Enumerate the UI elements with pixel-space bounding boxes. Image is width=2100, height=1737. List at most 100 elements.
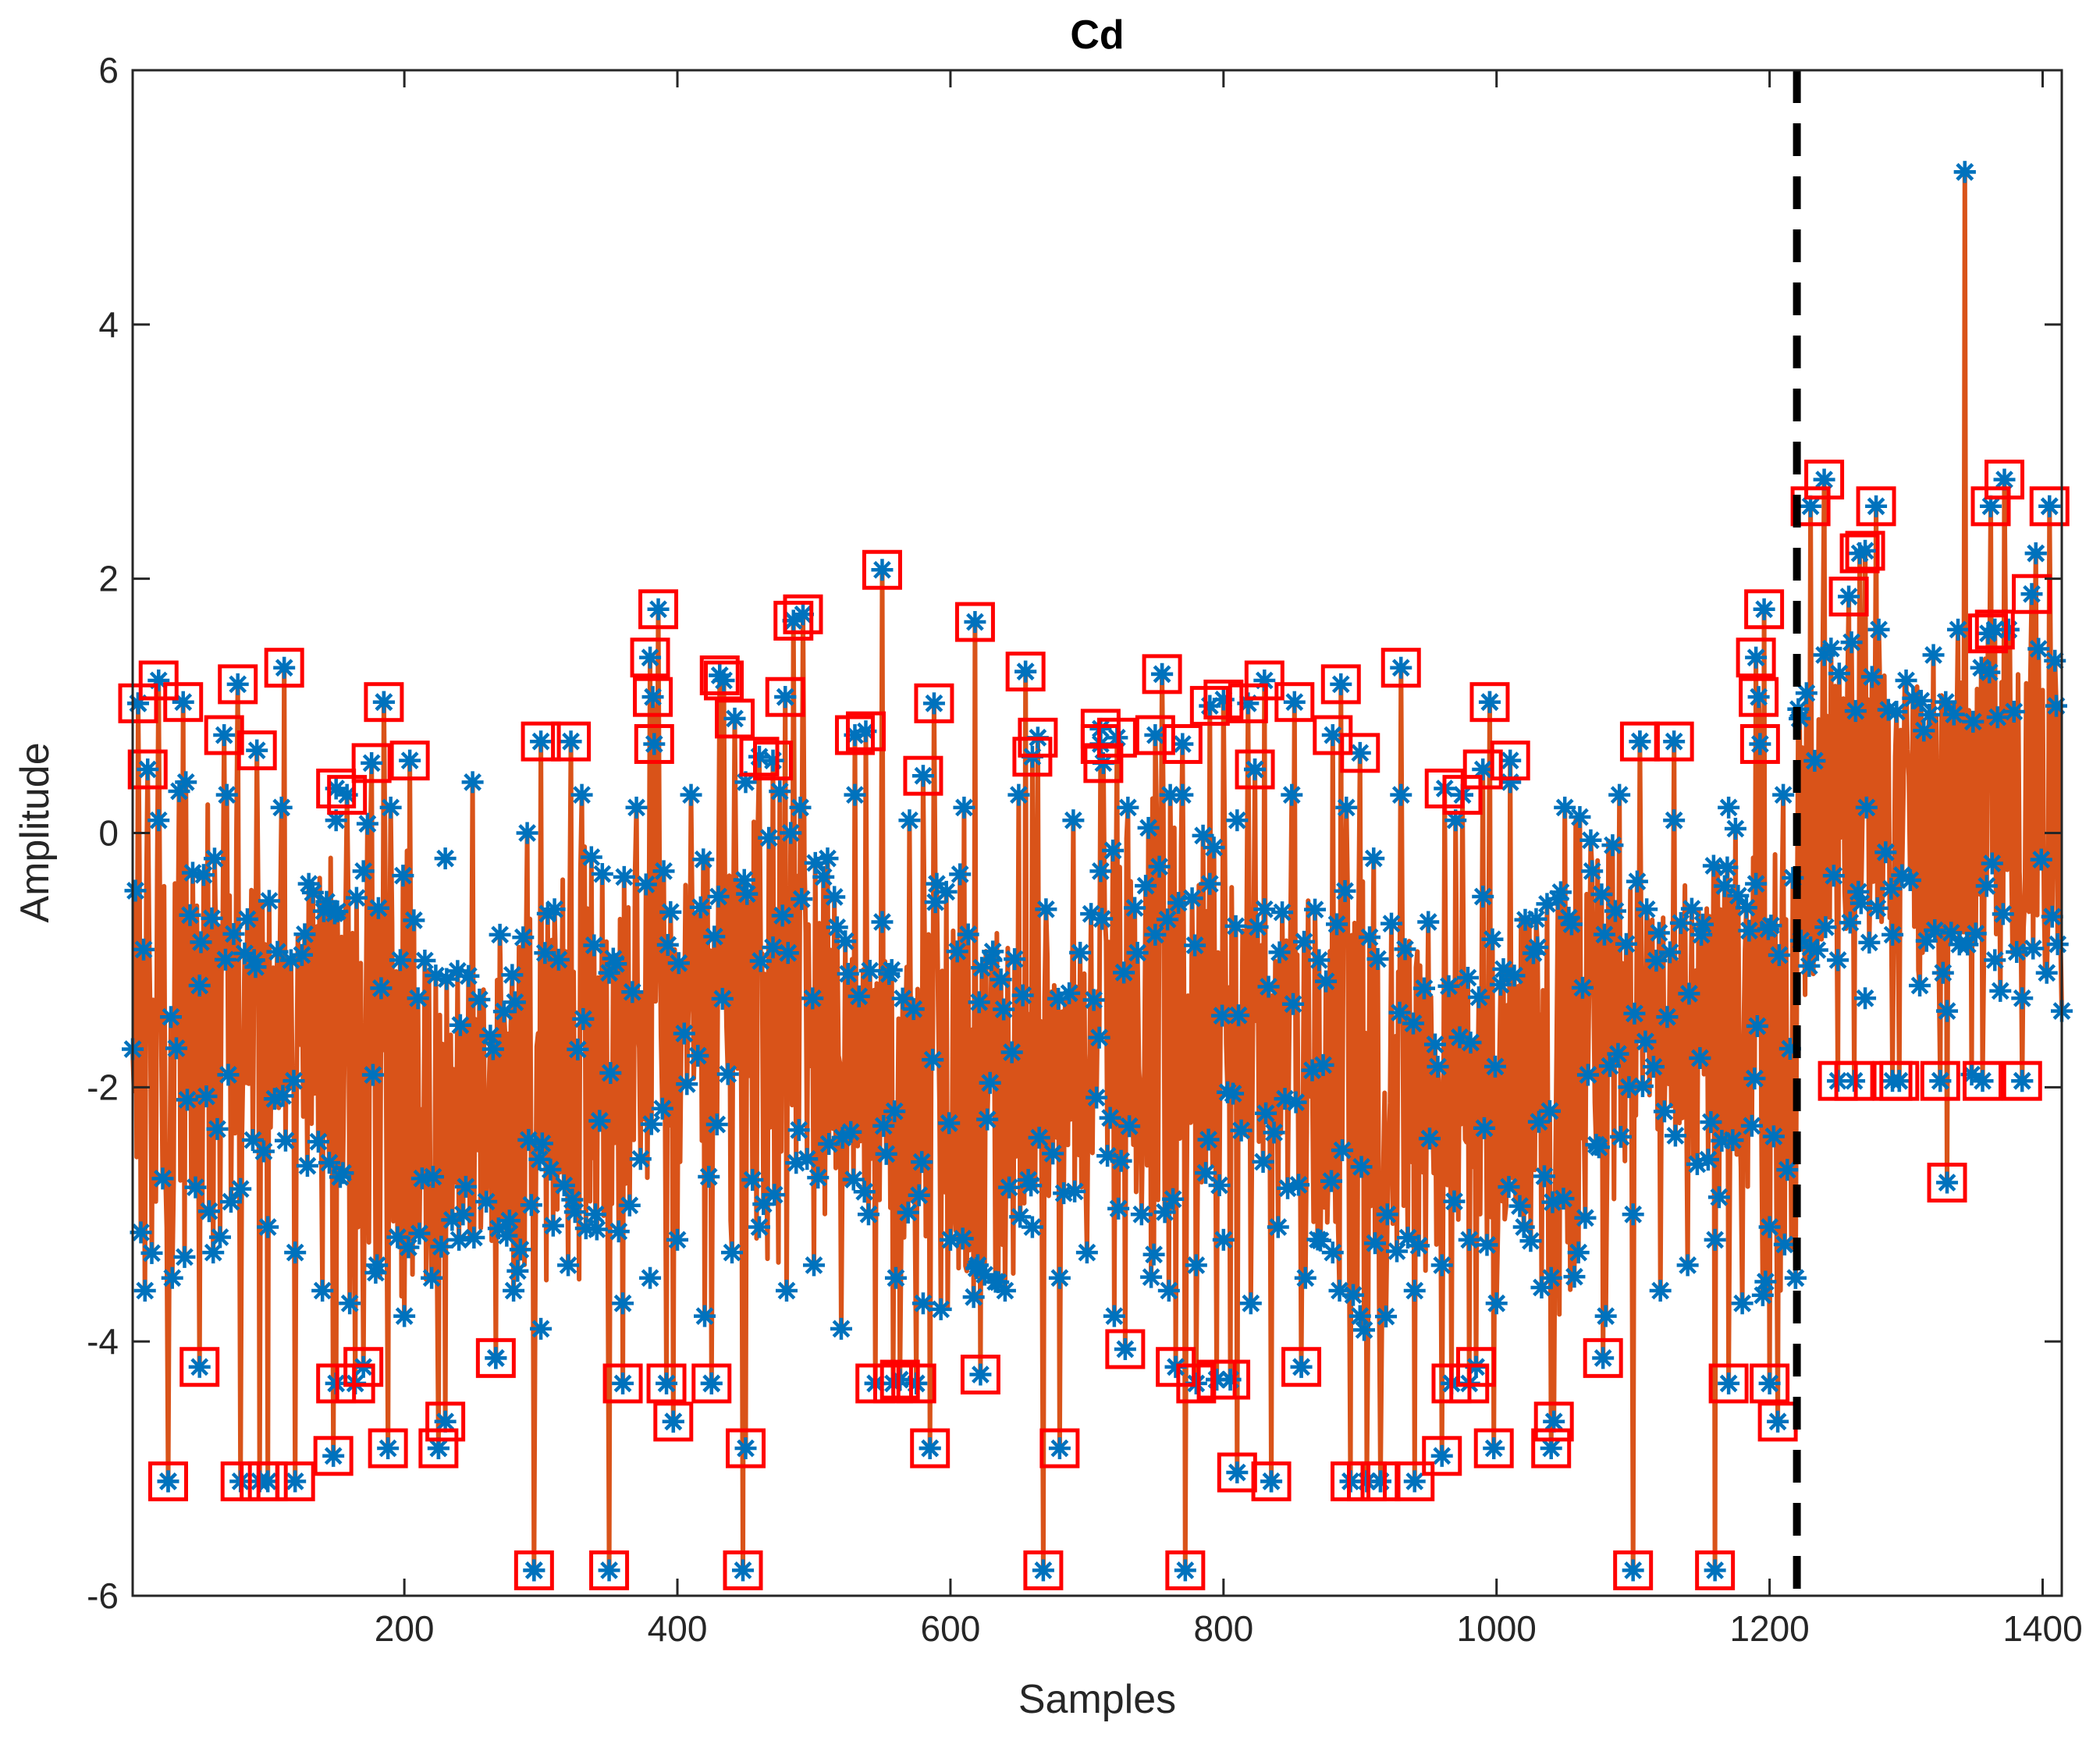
outlier-square-marker bbox=[1469, 682, 1510, 723]
data-point-marker bbox=[1366, 947, 1389, 970]
outlier-point-marker bbox=[919, 1437, 941, 1460]
outlier-point-marker bbox=[700, 1372, 723, 1394]
outlier-square-marker bbox=[739, 737, 780, 777]
data-point-marker bbox=[1437, 975, 1460, 997]
data-point-marker bbox=[1918, 704, 1941, 726]
outlier-square-marker bbox=[551, 721, 592, 762]
data-point-marker bbox=[880, 959, 903, 982]
data-point-marker bbox=[787, 1119, 810, 1142]
data-point-marker bbox=[1762, 1125, 1785, 1148]
outlier-point-marker bbox=[1543, 1410, 1565, 1433]
data-point-marker bbox=[763, 1184, 786, 1206]
outlier-point-marker bbox=[1348, 741, 1371, 764]
data-point-marker bbox=[976, 1108, 999, 1131]
data-point-marker bbox=[1162, 1188, 1185, 1210]
outlier-square-marker bbox=[264, 648, 304, 688]
data-point-marker bbox=[1390, 783, 1412, 806]
data-point-marker bbox=[1587, 1136, 1610, 1159]
outlier-square-marker bbox=[1462, 749, 1503, 790]
data-point-marker bbox=[1604, 900, 1626, 922]
data-point-marker bbox=[911, 1292, 934, 1315]
data-point-marker bbox=[1590, 883, 1613, 906]
data-point-marker bbox=[1226, 809, 1249, 832]
outlier-square-marker bbox=[1210, 1359, 1251, 1400]
outlier-square-marker bbox=[630, 638, 670, 678]
data-point-marker bbox=[1153, 1201, 1176, 1224]
outlier-point-marker bbox=[1936, 1171, 1959, 1194]
data-point-marker bbox=[421, 1266, 443, 1289]
data-point-marker bbox=[496, 1224, 518, 1247]
data-point-marker bbox=[1567, 1241, 1590, 1264]
data-point-marker bbox=[1064, 1180, 1086, 1202]
outlier-square-marker bbox=[1708, 1363, 1749, 1404]
data-point-marker bbox=[968, 991, 990, 1014]
data-point-marker bbox=[1689, 1046, 1711, 1069]
outlier-square-marker bbox=[1380, 648, 1421, 688]
data-point-marker bbox=[1230, 1119, 1253, 1142]
data-point-marker bbox=[1560, 913, 1583, 936]
outlier-square-marker bbox=[1083, 743, 1124, 783]
outlier-square-marker bbox=[1320, 664, 1361, 705]
y-tick-label: -6 bbox=[87, 1575, 119, 1616]
data-point-marker bbox=[201, 907, 223, 929]
data-point-marker bbox=[1489, 973, 1512, 996]
data-point-marker bbox=[1772, 783, 1795, 806]
data-point-marker bbox=[1935, 691, 1957, 713]
outlier-square-marker bbox=[1927, 1163, 1967, 1203]
data-point-marker bbox=[796, 1148, 819, 1170]
outlier-square-marker bbox=[1968, 613, 2009, 654]
outlier-point-marker bbox=[662, 1410, 684, 1433]
data-point-marker bbox=[318, 1152, 340, 1174]
outlier-point-marker bbox=[530, 730, 553, 753]
data-point-marker bbox=[133, 1280, 156, 1302]
data-point-marker bbox=[752, 1193, 775, 1216]
data-point-marker bbox=[2022, 937, 2045, 960]
data-point-marker bbox=[345, 886, 368, 909]
data-point-marker bbox=[567, 1038, 589, 1060]
data-point-marker bbox=[875, 1142, 897, 1165]
data-point-marker bbox=[430, 1235, 453, 1258]
outlier-square-marker bbox=[313, 1436, 354, 1476]
data-point-marker bbox=[229, 1178, 252, 1200]
outlier-point-marker bbox=[1151, 662, 1174, 685]
data-point-marker bbox=[1503, 964, 1526, 987]
outlier-square-marker bbox=[118, 683, 158, 723]
data-point-marker bbox=[434, 847, 457, 870]
data-point-marker bbox=[217, 1064, 240, 1086]
outlier-square-marker bbox=[589, 1550, 630, 1590]
outlier-square-marker bbox=[1963, 1060, 2003, 1101]
data-point-marker bbox=[361, 1064, 384, 1086]
data-point-marker bbox=[159, 1006, 182, 1028]
data-point-marker bbox=[1102, 839, 1125, 861]
data-point-marker bbox=[837, 962, 859, 985]
outlier-square-marker bbox=[1744, 589, 1785, 630]
data-point-marker bbox=[1350, 1156, 1373, 1178]
data-point-marker bbox=[993, 998, 1015, 1021]
data-point-marker bbox=[853, 1181, 876, 1203]
data-point-marker bbox=[834, 930, 857, 953]
data-point-marker bbox=[1840, 631, 1863, 654]
outlier-point-marker bbox=[871, 559, 894, 581]
outlier-point-marker bbox=[188, 1355, 211, 1378]
data-point-marker bbox=[1427, 1055, 1449, 1078]
data-point-marker bbox=[516, 822, 538, 844]
data-point-marker bbox=[830, 1317, 852, 1340]
data-point-marker bbox=[789, 796, 812, 819]
outlier-square-marker bbox=[1281, 1347, 1322, 1387]
outlier-square-marker bbox=[236, 730, 277, 771]
data-point-marker bbox=[1288, 1174, 1310, 1196]
outlier-point-marker bbox=[1592, 1347, 1615, 1369]
data-point-marker bbox=[1716, 856, 1739, 879]
outlier-square-marker bbox=[1736, 638, 1776, 678]
data-point-marker bbox=[1117, 796, 1139, 819]
data-point-marker bbox=[801, 987, 824, 1010]
data-point-marker bbox=[1554, 796, 1576, 819]
outlier-square-marker bbox=[1203, 679, 1244, 719]
data-point-marker bbox=[517, 1128, 540, 1151]
outlier-square-marker bbox=[691, 1363, 732, 1404]
data-point-marker bbox=[1700, 1110, 1722, 1133]
data-point-marker bbox=[1924, 919, 1946, 942]
outlier-square-marker bbox=[1739, 723, 1780, 764]
data-point-marker bbox=[1007, 783, 1030, 806]
data-point-marker bbox=[926, 872, 948, 895]
